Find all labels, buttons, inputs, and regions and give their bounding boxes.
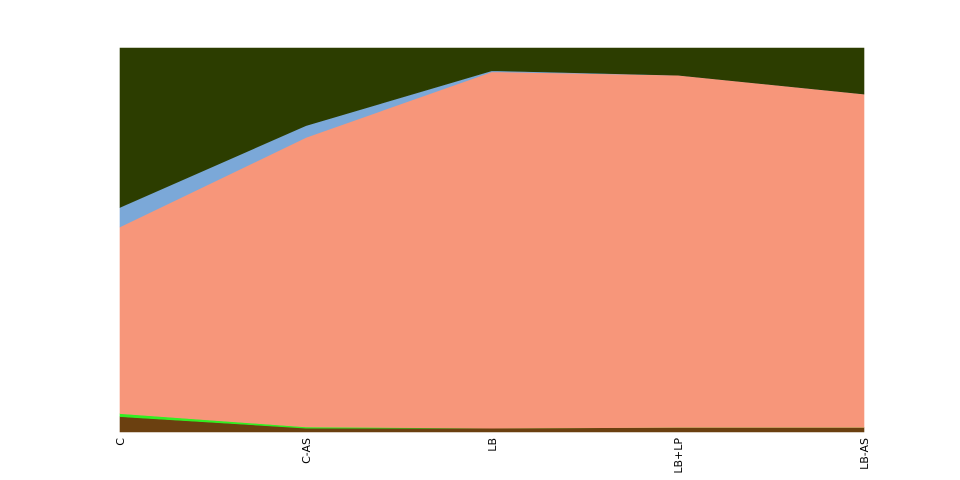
x-tick-label: C-AS: [300, 438, 313, 464]
x-tick-label: C: [114, 438, 127, 446]
x-tick-label: LB-AS: [858, 438, 871, 470]
x-tick-label: LB: [486, 438, 499, 452]
plot-area: [119, 47, 865, 433]
x-tick-label: LB+LP: [672, 438, 685, 474]
area-series-5: [119, 47, 865, 208]
x-axis: C C-AS LB LB+LP LB-AS: [114, 438, 871, 474]
